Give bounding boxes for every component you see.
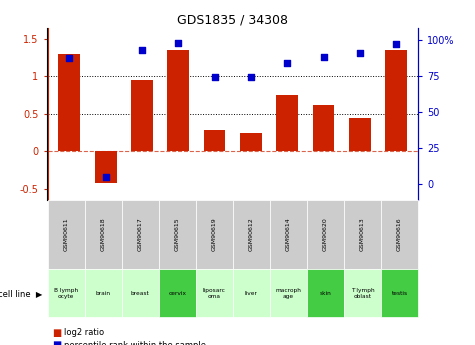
Point — [392, 41, 400, 47]
Text: GSM90620: GSM90620 — [323, 218, 328, 252]
Text: ■: ■ — [52, 340, 61, 345]
Text: GSM90618: GSM90618 — [101, 218, 105, 252]
Text: liver: liver — [245, 291, 258, 296]
Text: GSM90613: GSM90613 — [360, 218, 365, 252]
Bar — [276, 95, 298, 151]
Text: GSM90619: GSM90619 — [212, 218, 217, 252]
Point — [66, 56, 73, 61]
Bar — [240, 132, 262, 151]
Bar — [349, 118, 371, 151]
Text: ■: ■ — [52, 328, 61, 338]
Text: GSM90617: GSM90617 — [138, 218, 142, 252]
Text: GSM90615: GSM90615 — [175, 218, 180, 252]
Point — [284, 60, 291, 66]
Text: GSM90612: GSM90612 — [249, 218, 254, 252]
Point — [174, 40, 182, 45]
Point — [247, 75, 255, 80]
Text: GSM90611: GSM90611 — [64, 218, 68, 252]
Bar — [204, 130, 226, 151]
Text: liposarc
oma: liposarc oma — [203, 288, 226, 299]
Text: testis: testis — [391, 291, 408, 296]
Point — [320, 54, 327, 60]
Bar — [58, 54, 80, 151]
Text: cervix: cervix — [168, 291, 186, 296]
Text: GSM90614: GSM90614 — [286, 218, 291, 252]
Text: log2 ratio: log2 ratio — [64, 328, 104, 337]
Text: skin: skin — [320, 291, 331, 296]
Bar — [131, 80, 153, 151]
Title: GDS1835 / 34308: GDS1835 / 34308 — [177, 13, 288, 27]
Text: GSM90616: GSM90616 — [397, 218, 402, 252]
Bar — [313, 105, 334, 151]
Text: brain: brain — [95, 291, 111, 296]
Text: breast: breast — [131, 291, 150, 296]
Text: macroph
age: macroph age — [276, 288, 301, 299]
Point — [211, 75, 218, 80]
Bar — [167, 50, 189, 151]
Text: B lymph
ocyte: B lymph ocyte — [54, 288, 78, 299]
Point — [102, 175, 109, 180]
Bar — [95, 151, 116, 183]
Bar — [385, 50, 407, 151]
Text: percentile rank within the sample: percentile rank within the sample — [64, 341, 206, 345]
Text: cell line  ▶: cell line ▶ — [0, 289, 43, 298]
Text: T lymph
oblast: T lymph oblast — [351, 288, 374, 299]
Point — [356, 50, 364, 56]
Point — [138, 47, 146, 52]
